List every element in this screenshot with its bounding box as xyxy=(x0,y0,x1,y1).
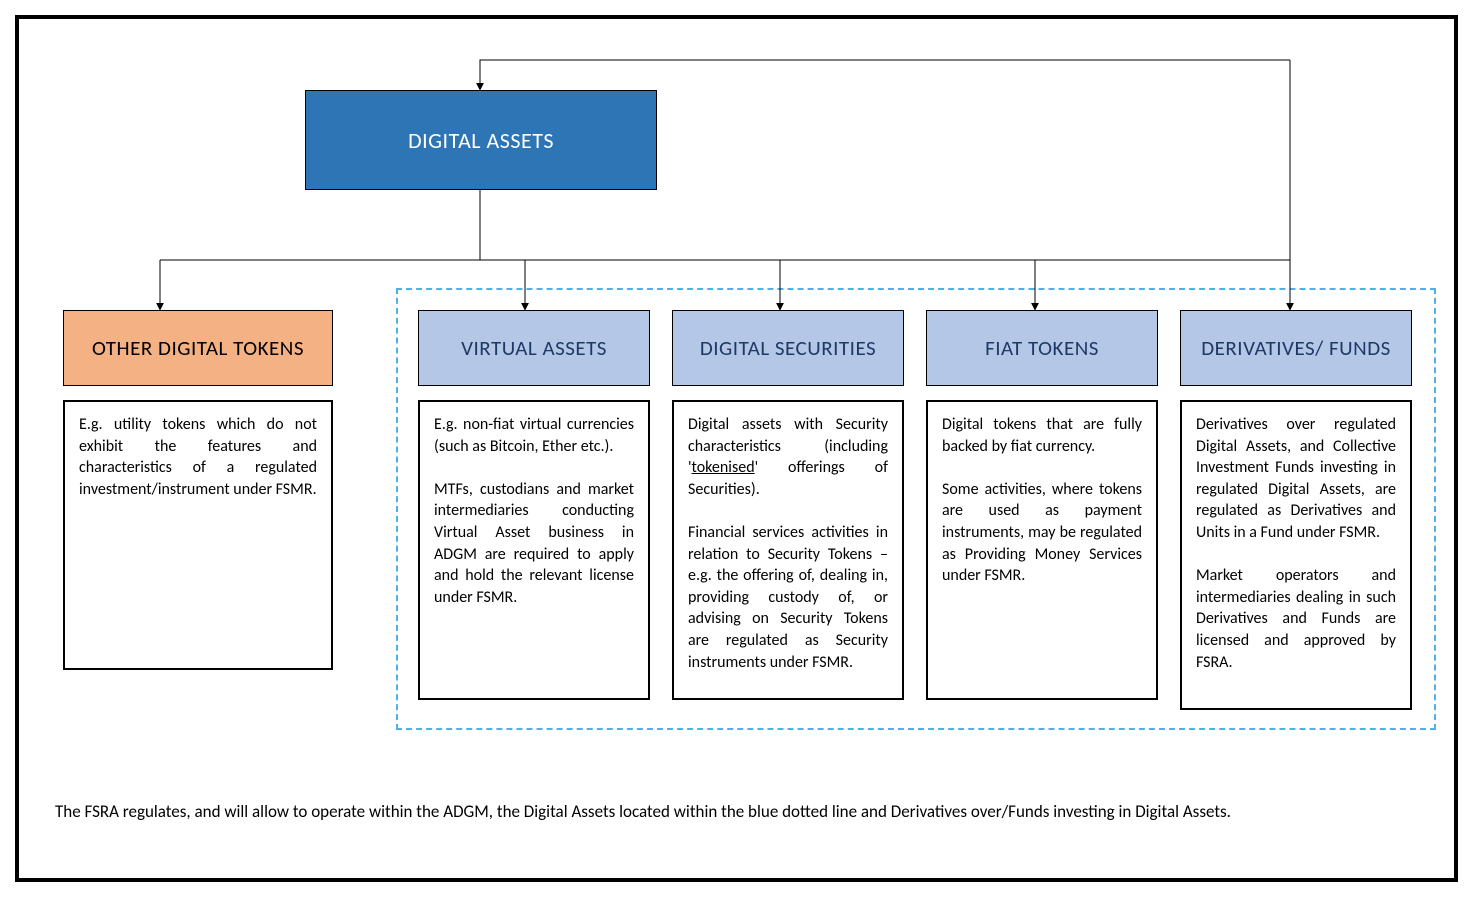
node-header-virtual: VIRTUAL ASSETS xyxy=(418,310,650,386)
node-header-other: OTHER DIGITAL TOKENS xyxy=(63,310,333,386)
diagram-frame: DIGITAL ASSETS OTHER DIGITAL TOKENS E.g. … xyxy=(0,0,1473,897)
node-desc-derivatives: Derivatives over regulated Digital Asset… xyxy=(1180,400,1412,710)
node-header-label-other: OTHER DIGITAL TOKENS xyxy=(92,336,304,360)
node-header-label-derivatives: DERIVATIVES/ FUNDS xyxy=(1201,336,1391,360)
node-header-label-fiat: FIAT TOKENS xyxy=(985,336,1099,360)
node-desc-fiat: Digital tokens that are fully backed by … xyxy=(926,400,1158,700)
node-desc-securities: Digital assets with Security characteris… xyxy=(672,400,904,700)
footer-caption: The FSRA regulates, and will allow to op… xyxy=(55,800,1425,824)
node-desc-virtual: E.g. non-fiat virtual currencies (such a… xyxy=(418,400,650,700)
node-desc-other: E.g. utility tokens which do not exhibit… xyxy=(63,400,333,670)
root-node-digital-assets: DIGITAL ASSETS xyxy=(305,90,657,190)
node-header-label-virtual: VIRTUAL ASSETS xyxy=(461,336,607,360)
node-header-securities: DIGITAL SECURITIES xyxy=(672,310,904,386)
root-label: DIGITAL ASSETS xyxy=(408,127,554,154)
node-header-derivatives: DERIVATIVES/ FUNDS xyxy=(1180,310,1412,386)
node-header-label-securities: DIGITAL SECURITIES xyxy=(700,336,876,360)
node-header-fiat: FIAT TOKENS xyxy=(926,310,1158,386)
